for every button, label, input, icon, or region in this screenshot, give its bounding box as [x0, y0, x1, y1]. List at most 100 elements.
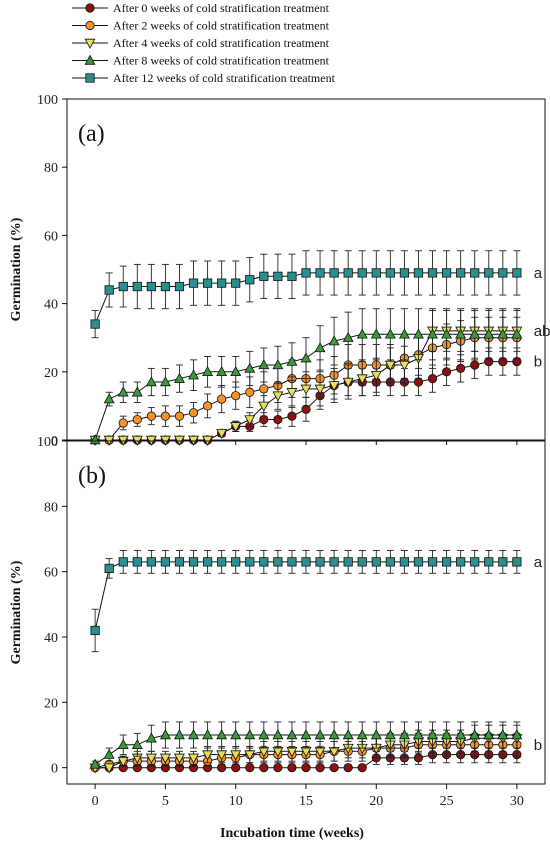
legend-item: After 4 weeks of cold stratification tre… [72, 36, 330, 50]
data-point [230, 422, 242, 433]
data-point [202, 278, 213, 288]
data-point [470, 360, 480, 370]
legend-label: After 8 weeks of cold stratification tre… [113, 54, 330, 68]
data-series [90, 549, 522, 653]
data-point [244, 362, 256, 373]
data-point [188, 408, 199, 418]
data-point [398, 360, 410, 371]
data-point [301, 763, 311, 773]
data-point [413, 377, 424, 387]
data-point [286, 729, 298, 740]
data-point [273, 763, 283, 773]
data-point [202, 401, 213, 411]
data-point [427, 729, 439, 740]
data-point [89, 434, 101, 445]
data-point [244, 750, 256, 761]
data-point [160, 281, 171, 292]
data-point [287, 411, 297, 421]
data-point [370, 328, 382, 339]
data-point [272, 359, 284, 370]
data-point [483, 729, 495, 740]
data-point [498, 268, 508, 278]
data-point [357, 268, 367, 278]
data-point [245, 275, 255, 285]
data-point [216, 365, 228, 377]
data-point [286, 355, 298, 366]
data-point [398, 729, 410, 740]
y-tick-label: 80 [44, 161, 58, 176]
data-point [357, 763, 367, 773]
data-point [118, 557, 128, 567]
data-point [357, 557, 367, 567]
data-point [370, 371, 382, 382]
data-point [370, 729, 382, 740]
legend-item: After 2 weeks of cold stratification tre… [72, 19, 330, 33]
data-point [342, 729, 354, 740]
data-point [104, 285, 114, 295]
y-tick-label: 60 [44, 566, 58, 581]
data-point [202, 729, 214, 740]
data-series [90, 250, 522, 339]
data-point [287, 557, 297, 567]
data-point [230, 365, 242, 377]
data-point [146, 281, 156, 292]
data-point [300, 384, 312, 395]
data-point [174, 411, 185, 421]
x-tick-label: 0 [92, 794, 99, 809]
legend-marker [85, 3, 95, 13]
data-point [259, 763, 269, 773]
y-tick-label: 100 [37, 93, 58, 108]
y-tick-label: 100 [37, 435, 58, 450]
data-point [131, 738, 143, 749]
data-point [329, 763, 339, 773]
data-point [456, 268, 466, 278]
data-point [287, 763, 297, 773]
y-tick-label: 0 [51, 762, 58, 777]
data-point [159, 376, 171, 387]
data-point [118, 281, 128, 292]
data-point [230, 750, 242, 761]
x-axis-title: Incubation time (weeks) [220, 826, 364, 841]
data-point [245, 387, 255, 397]
data-point [399, 268, 410, 278]
data-point [301, 404, 311, 414]
data-point [272, 729, 284, 740]
data-point [217, 557, 227, 567]
x-tick-label: 25 [440, 794, 454, 809]
data-point [427, 328, 439, 339]
data-point [118, 418, 128, 428]
data-point [258, 401, 270, 412]
legend-marker [85, 20, 95, 31]
data-point [469, 328, 481, 339]
x-tick-label: 10 [229, 794, 243, 809]
data-point [173, 753, 185, 764]
data-point [259, 384, 269, 394]
data-point [272, 391, 284, 402]
data-point [273, 414, 283, 425]
data-point [117, 738, 129, 749]
data-point [217, 278, 227, 288]
data-point [188, 557, 199, 567]
data-point [259, 271, 269, 281]
legend-marker [85, 73, 95, 83]
data-point [484, 557, 494, 567]
data-point [259, 414, 269, 425]
data-point [174, 281, 185, 292]
data-point [441, 328, 453, 339]
data-point [259, 557, 269, 567]
data-point [427, 374, 438, 384]
data-point [441, 268, 452, 278]
data-point [328, 335, 340, 346]
data-point [315, 268, 325, 278]
x-tick-label: 20 [369, 794, 383, 809]
data-point [132, 281, 142, 292]
data-point [160, 557, 171, 567]
data-point [188, 729, 200, 740]
data-point [159, 753, 171, 764]
data-point [483, 328, 495, 339]
y-tick-label: 0 [51, 434, 58, 449]
data-point [343, 557, 353, 567]
data-point [145, 753, 157, 764]
data-point [146, 557, 156, 567]
